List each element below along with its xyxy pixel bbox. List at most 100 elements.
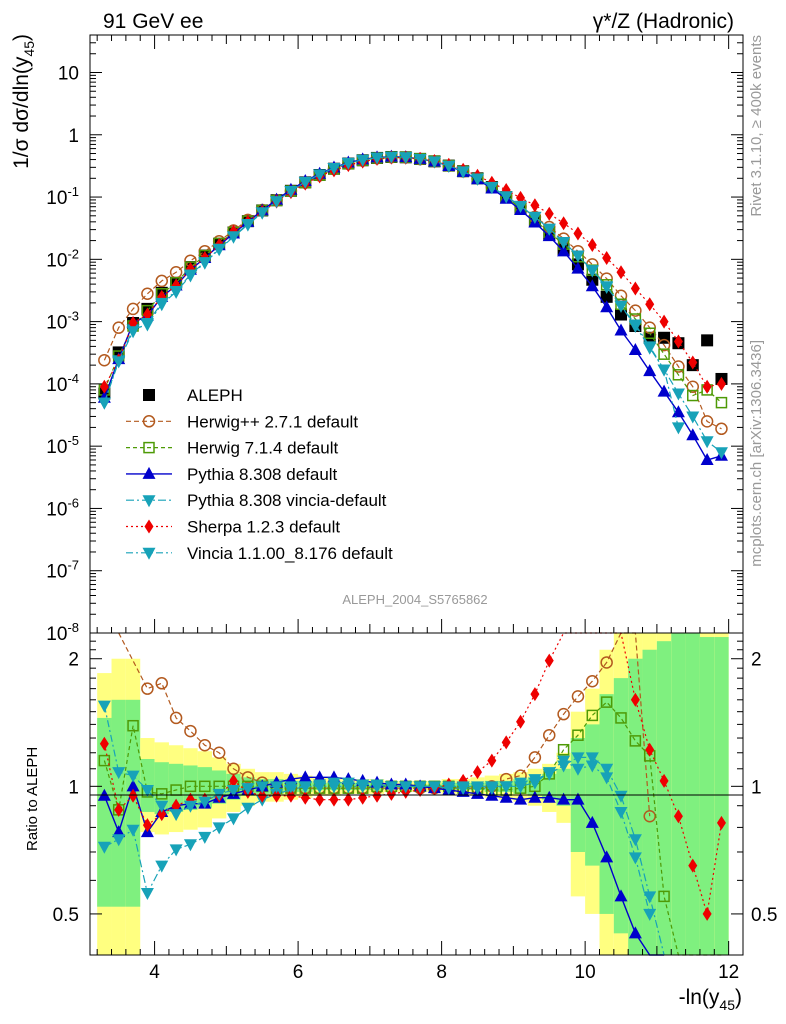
y-tick-label: 10-4 [46, 371, 79, 396]
legend-label: Herwig++ 2.7.1 default [187, 412, 358, 431]
point-vincia [183, 269, 197, 282]
point-pythia_vincia [700, 436, 714, 449]
ratio-point-vincia [313, 781, 327, 794]
band-inner [685, 633, 700, 955]
band-inner [699, 637, 715, 955]
point-vincia [227, 231, 241, 244]
legend-entry-pythia_vincia: Pythia 8.308 vincia-default [126, 491, 387, 510]
ratio-point-herwig7 [629, 735, 642, 747]
point-vincia [212, 243, 226, 256]
point-sherpa [616, 265, 626, 280]
svg-text:1/σ dσ/dln(y45): 1/σ dσ/dln(y45) [10, 34, 37, 169]
ratio-point-sherpa [358, 790, 368, 805]
ratio-point-vincia [284, 781, 298, 794]
legend-marker [143, 441, 155, 454]
point-vincia [585, 265, 599, 278]
ratio-point-vincia [227, 785, 241, 798]
ratio-point-pythia_vincia [97, 841, 111, 854]
point-herwig7 [715, 396, 728, 409]
ratio-point-herwig7 [127, 719, 139, 732]
point-vincia [628, 319, 642, 332]
point-vincia [298, 176, 312, 189]
point-vincia [370, 152, 384, 165]
band-inner [714, 637, 729, 955]
ratio-point-pythia [298, 770, 312, 783]
point-pythia [571, 261, 585, 274]
point-vincia [557, 236, 571, 249]
legend-entry-herwigpp: Herwig++ 2.7.1 default [126, 412, 358, 431]
band-inner [613, 678, 629, 934]
ratio-point-herwigpp [169, 711, 183, 725]
legend-entry-data: ALEPH [143, 386, 243, 405]
point-vincia [169, 286, 183, 299]
point-sherpa [99, 379, 109, 394]
point-herwigpp [141, 287, 154, 301]
ratio-y-tick-label-left: 0.5 [53, 905, 79, 926]
ratio-y-tick-label-right: 0.5 [751, 905, 777, 926]
ratio-point-herwigpp [528, 751, 542, 764]
ratio-point-sherpa [329, 792, 339, 807]
ratio-point-vincia [499, 781, 513, 794]
y-tick-label: 10-6 [46, 495, 79, 520]
ratio-point-vincia [413, 781, 427, 794]
legend-entry-pythia: Pythia 8.308 default [126, 465, 338, 484]
y-tick-label: 10 [58, 63, 79, 84]
ratio-point-vincia [514, 781, 528, 794]
point-herwigpp [700, 415, 714, 428]
ratio-point-vincia [542, 767, 556, 780]
ratio-point-herwigpp [141, 682, 154, 695]
ratio-point-sherpa [487, 753, 497, 768]
ratio-point-vincia [126, 770, 140, 783]
ratio-point-herwig7 [156, 788, 168, 800]
legend: ALEPH Herwig++ 2.7.1 default Herwig 7.1.4 … [126, 386, 393, 563]
ratio-point-pythia_vincia [614, 790, 628, 803]
legend-marker [142, 547, 156, 560]
x-axis-label: -ln(y45) [679, 986, 742, 1013]
ratio-point-pythia [528, 790, 542, 803]
ratio-point-vincia [241, 783, 255, 796]
ratio-point-herwig7 [199, 780, 211, 793]
ratio-point-pythia_vincia [585, 752, 599, 765]
point-pythia [643, 364, 657, 377]
point-pythia [628, 343, 642, 356]
ratio-point-sherpa [645, 742, 655, 757]
point-vincia [671, 422, 685, 435]
legend-marker [144, 519, 154, 534]
ratio-point-sherpa [386, 786, 396, 801]
ratio-point-herwig7 [557, 743, 570, 756]
point-vincia [542, 223, 556, 236]
band-inner [642, 649, 657, 955]
ratio-point-vincia [614, 806, 628, 819]
ratio-point-pythia_vincia [183, 839, 197, 852]
ratio-plot-series [97, 632, 726, 956]
point-vincia [485, 181, 499, 194]
ratio-point-vincia [643, 908, 657, 921]
point-pythia [600, 300, 614, 313]
point-sherpa [716, 376, 726, 391]
point-vincia [241, 218, 255, 231]
ratio-point-sherpa [516, 714, 526, 729]
point-sherpa [587, 237, 597, 252]
ratio-y-tick-label-right: 1 [751, 777, 762, 798]
ratio-point-pythia [571, 792, 585, 805]
svg-text:-ln(y45): -ln(y45) [679, 986, 742, 1013]
point-vincia [614, 300, 628, 313]
point-pythia [657, 384, 671, 397]
legend-entry-vincia: Vincia 1.1.00_8.176 default [126, 544, 393, 563]
point-vincia [499, 191, 513, 204]
ratio-point-vincia [456, 781, 470, 794]
point-herwigpp [715, 422, 728, 436]
ratio-point-sherpa [501, 735, 511, 750]
ratio-point-pythia [112, 825, 126, 838]
ratio-point-pythia [542, 790, 556, 803]
ratio-point-herwig7 [98, 754, 111, 767]
ratio-point-pythia [585, 815, 599, 828]
ratio-point-vincia [198, 796, 212, 809]
point-pythia [557, 244, 571, 257]
point-herwigpp [657, 338, 671, 352]
ratio-point-herwig7 [600, 696, 613, 708]
point-sherpa [659, 314, 669, 329]
ratio-point-herwig7 [586, 709, 599, 722]
ratio-point-pythia_vincia [628, 834, 642, 847]
point-vincia [327, 162, 341, 175]
